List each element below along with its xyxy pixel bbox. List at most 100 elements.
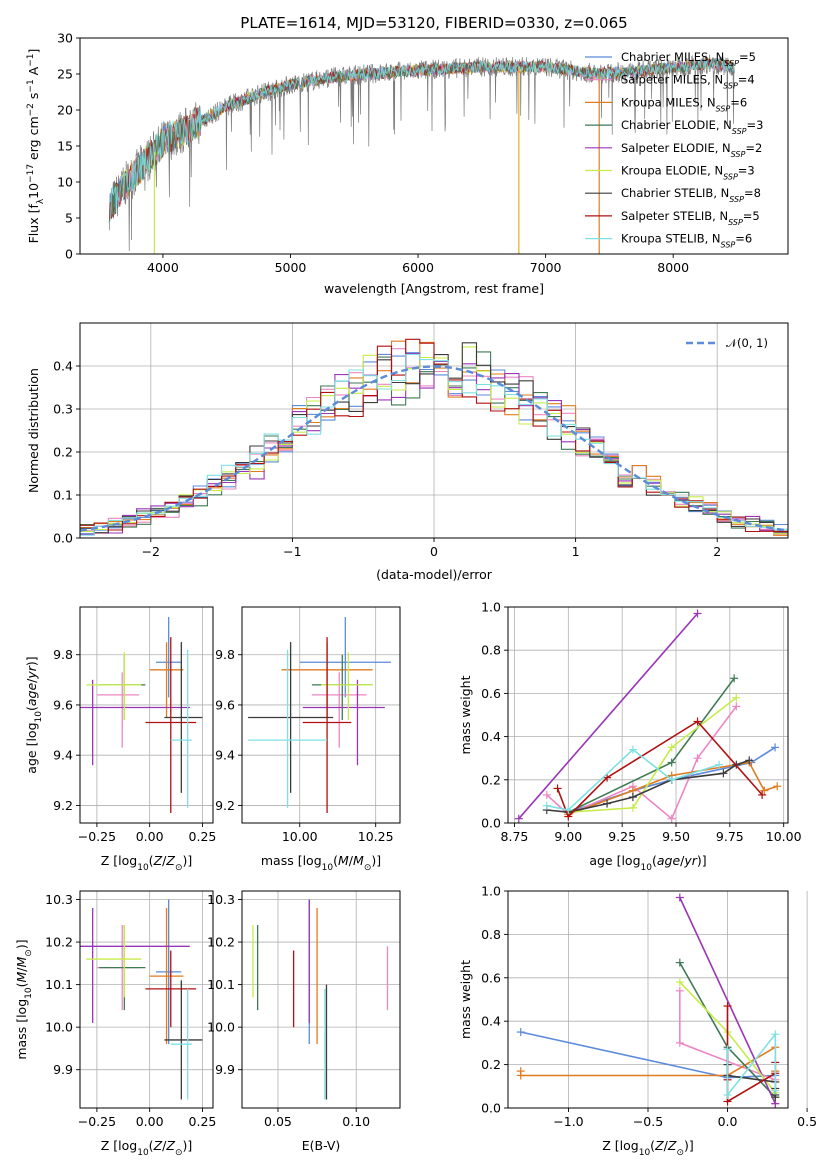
x-tick-label: 7000 — [530, 260, 562, 275]
y-tick-label: 15 — [57, 139, 73, 154]
x-axis-label: Z [log10(Z/Z⊙)] — [602, 1138, 694, 1158]
x-axis-label: Z [log10(Z/Z⊙)] — [101, 853, 193, 873]
weight-vs-age-panel: 8.75 9.00 9.25 9.50 9.75 10.00 0.0 0.2 0.4 0.6 0.8… — [458, 600, 802, 874]
mass-vs-ebv-panel: 0.05 0.10 9.9 10.0 10.1 10.2 10.3 E(B-V) — [207, 890, 401, 1153]
y-tick-label: 9.8 — [53, 647, 73, 662]
y-tick-label: 5 — [65, 211, 73, 226]
plot-area — [108, 54, 735, 254]
x-tick-label: 0.05 — [264, 1114, 292, 1129]
y-axis-label: mass weight — [458, 960, 473, 1039]
y-tick-label: 9.4 — [53, 748, 73, 763]
legend-label: Chabrier MILES, NSSP=5 — [621, 50, 756, 68]
x-tick-label: −0.25 — [78, 829, 116, 844]
y-tick-label: 0.8 — [481, 927, 501, 942]
axes-frame — [79, 606, 214, 824]
y-tick-label: 0.8 — [481, 643, 501, 658]
y-tick-label: 0.1 — [53, 488, 73, 503]
y-tick-label: 0.0 — [481, 1101, 501, 1116]
y-axis-label: mass weight — [458, 675, 473, 754]
weight-series-line — [726, 1031, 777, 1098]
y-tick-label: 25 — [57, 67, 73, 82]
y-tick-label: 1.0 — [481, 884, 501, 899]
weight-series-line — [679, 897, 777, 1105]
y-tick-label: 0 — [65, 247, 73, 262]
axes-frame — [79, 890, 214, 1109]
legend-label: Salpeter ELODIE, NSSP=2 — [621, 141, 762, 159]
y-tick-label: 0.6 — [481, 686, 501, 701]
y-tick-label: 0.4 — [481, 1014, 501, 1029]
y-tick-label: 9.6 — [215, 697, 235, 712]
legend: 𝒩(0, 1) — [686, 336, 768, 350]
y-tick-label: 10.3 — [45, 892, 73, 907]
y-tick-label: 0.2 — [53, 445, 73, 460]
x-tick-label: 9.50 — [662, 829, 690, 844]
x-tick-label: 5000 — [275, 260, 307, 275]
mass-vs-metallicity-panel: −0.25 0.00 0.25 9.9 10.0 10.1 10.2 10.3 Z [log10… — [14, 890, 217, 1158]
y-tick-label: 9.2 — [215, 798, 235, 813]
weight-series-line — [518, 612, 699, 820]
x-tick-label: 0.00 — [136, 829, 164, 844]
x-tick-label: −0.25 — [78, 1114, 116, 1129]
y-tick-label: 9.4 — [215, 748, 235, 763]
axes-frame — [79, 322, 789, 539]
y-tick-label: 9.8 — [215, 647, 235, 662]
y-tick-label: 0.4 — [481, 729, 501, 744]
y-tick-label: 0.2 — [481, 772, 501, 787]
x-axis-label: E(B-V) — [302, 1138, 341, 1153]
x-tick-label: 9.75 — [716, 829, 744, 844]
x-tick-label: −2 — [142, 544, 160, 559]
x-axis-label: Z [log10(Z/Z⊙)] — [101, 1138, 193, 1158]
x-tick-label: 2 — [713, 544, 721, 559]
y-tick-label: 9.2 — [53, 798, 73, 813]
legend-label: Salpeter STELIB, NSSP=5 — [621, 209, 760, 227]
x-tick-label: 8.75 — [501, 829, 529, 844]
legend-label: 𝒩(0, 1) — [726, 336, 768, 350]
x-tick-label: 10.25 — [358, 829, 394, 844]
legend-label: Kroupa STELIB, NSSP=6 — [621, 232, 752, 250]
plot-area — [80, 899, 203, 1100]
y-tick-label: 10 — [57, 175, 73, 190]
y-tick-label: 10.2 — [45, 935, 73, 950]
residual-histogram-panel: −2 −1 0 1 2 0.0 0.1 0.2 0.3 0.4 (data-model)/error… — [26, 322, 789, 582]
axes-frame — [241, 606, 401, 824]
y-axis-label: age [log10(age/yr)] — [24, 656, 44, 773]
y-tick-label: 0.2 — [481, 1057, 501, 1072]
y-axis-label: Normed distribution — [26, 368, 41, 493]
y-tick-label: 0.6 — [481, 970, 501, 985]
legend-label: Kroupa MILES, NSSP=6 — [621, 95, 747, 113]
x-tick-label: 4000 — [147, 260, 179, 275]
model-spectrum-line — [108, 57, 735, 224]
axes-frame — [507, 606, 789, 824]
age-vs-metallicity-panel: −0.25 0.00 0.25 9.2 9.4 9.6 9.8 Z [log10(Z/Z⊙)]… — [24, 606, 217, 873]
normal-reference-curve — [80, 365, 788, 532]
legend-label: Kroupa ELODIE, NSSP=3 — [621, 164, 755, 182]
x-tick-label: −1 — [283, 544, 301, 559]
y-tick-label: 10.3 — [207, 892, 235, 907]
x-tick-label: 0 — [430, 544, 438, 559]
figure-title: PLATE=1614, MJD=53120, FIBERID=0330, z=0… — [240, 14, 627, 32]
y-tick-label: 10.0 — [207, 1020, 235, 1035]
y-tick-label: 9.9 — [215, 1062, 235, 1077]
x-axis-label: mass [log10(M/M⊙)] — [261, 853, 381, 873]
x-tick-label: −0.5 — [633, 1114, 663, 1129]
x-tick-label: 8000 — [657, 260, 689, 275]
axes-frame — [507, 890, 789, 1109]
x-tick-label: 9.00 — [554, 829, 582, 844]
x-axis-label: (data-model)/error — [376, 567, 493, 582]
plot-area — [514, 609, 782, 823]
model-spectrum-line — [108, 57, 735, 224]
weight-series-line — [546, 705, 737, 821]
y-tick-label: 10.0 — [45, 1020, 73, 1035]
y-tick-label: 0.3 — [53, 402, 73, 417]
plot-area — [252, 899, 389, 1100]
plot-area — [248, 617, 391, 813]
y-axis-label: mass [log10(M/M⊙)] — [14, 939, 34, 1059]
plot-area — [80, 338, 788, 536]
x-tick-label: 0.25 — [189, 829, 217, 844]
y-tick-label: 0.4 — [53, 359, 73, 374]
x-tick-label: 0.25 — [189, 1114, 217, 1129]
y-tick-label: 10.1 — [45, 977, 73, 992]
weight-series-line — [568, 697, 737, 813]
age-vs-mass-panel: 10.00 10.25 9.2 9.4 9.6 9.8 mass [log10(M/M⊙)] — [215, 606, 401, 873]
axes-frame — [79, 37, 789, 255]
